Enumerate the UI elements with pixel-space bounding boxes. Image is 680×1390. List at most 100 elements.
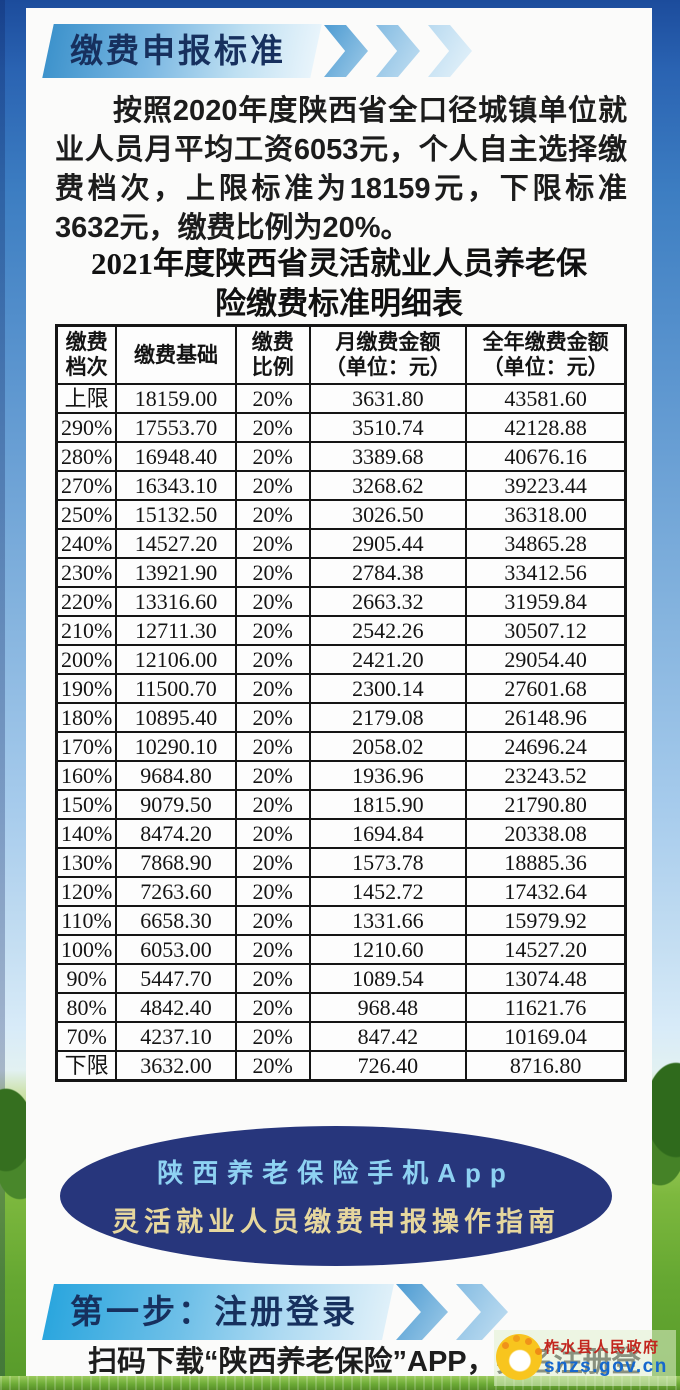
table-cell: 160% bbox=[55, 760, 118, 791]
table-cell: 39223.44 bbox=[465, 470, 627, 501]
table-cell: 20% bbox=[234, 470, 311, 501]
column-header: 全年缴费金额 （单位：元） bbox=[465, 324, 627, 385]
banner-label: 缴费申报标准 bbox=[70, 32, 286, 69]
chevron-right-icon bbox=[428, 25, 472, 77]
table-cell: 8716.80 bbox=[465, 1050, 627, 1082]
table-cell: 13074.48 bbox=[465, 963, 627, 994]
table-cell: 14527.20 bbox=[465, 934, 627, 965]
table-cell: 4842.40 bbox=[115, 992, 237, 1023]
table-cell: 1089.54 bbox=[308, 963, 468, 994]
table-row: 270% 16343.10 20% 3268.62 39223.44 bbox=[55, 470, 627, 501]
content-panel: 缴费申报标准 按照2020年度陕西省全口径城镇单位就业人员月平均工资6053元，… bbox=[26, 8, 652, 1378]
table-cell: 140% bbox=[55, 818, 118, 849]
table-cell: 3026.50 bbox=[308, 499, 468, 530]
table-cell: 80% bbox=[55, 992, 118, 1023]
table-cell: 3268.62 bbox=[308, 470, 468, 501]
table-cell: 130% bbox=[55, 847, 118, 878]
table-cell: 1694.84 bbox=[308, 818, 468, 849]
table-cell: 23243.52 bbox=[465, 760, 627, 791]
table-cell: 24696.24 bbox=[465, 731, 627, 762]
table-cell: 968.48 bbox=[308, 992, 468, 1023]
table-cell: 31959.84 bbox=[465, 586, 627, 617]
table-cell: 20% bbox=[234, 615, 311, 646]
table-cell: 15979.92 bbox=[465, 905, 627, 936]
step-banner-register-login: 第一步：注册登录 bbox=[42, 1284, 508, 1340]
table-cell: 上限 bbox=[55, 383, 118, 414]
table-cell: 6053.00 bbox=[115, 934, 237, 965]
table-cell: 20% bbox=[234, 673, 311, 704]
table-row: 250% 15132.50 20% 3026.50 36318.00 bbox=[55, 499, 627, 530]
table-cell: 230% bbox=[55, 557, 118, 588]
table-title-line2: 险缴费标准明细表 bbox=[215, 286, 463, 321]
table-row: 150% 9079.50 20% 1815.90 21790.80 bbox=[55, 789, 627, 820]
table-cell: 13921.90 bbox=[115, 557, 237, 588]
table-cell: 20% bbox=[234, 1050, 311, 1082]
table-cell: 220% bbox=[55, 586, 118, 617]
table-cell: 280% bbox=[55, 441, 118, 472]
table-cell: 1452.72 bbox=[308, 876, 468, 907]
table-cell: 27601.68 bbox=[465, 673, 627, 704]
watermark-url: snzs.gov.cn bbox=[544, 1356, 668, 1377]
table-row: 240% 14527.20 20% 2905.44 34865.28 bbox=[55, 528, 627, 559]
table-cell: 10169.04 bbox=[465, 1021, 627, 1052]
column-header: 缴费基础 bbox=[115, 324, 237, 385]
table-cell: 26148.96 bbox=[465, 702, 627, 733]
table-cell: 100% bbox=[55, 934, 118, 965]
chevron-right-icon bbox=[396, 1284, 448, 1340]
chevron-right-icon bbox=[376, 25, 420, 77]
table-cell: 20% bbox=[234, 412, 311, 443]
watermark-org-name: 柞水县人民政府 bbox=[544, 1340, 660, 1356]
table-cell: 33412.56 bbox=[465, 557, 627, 588]
badge-line2: 灵活就业人员缴费申报操作指南 bbox=[112, 1207, 560, 1237]
table-cell: 726.40 bbox=[308, 1050, 468, 1082]
table-cell: 2663.32 bbox=[308, 586, 468, 617]
banner-label: 第一步：注册登录 bbox=[70, 1293, 358, 1330]
table-cell: 3510.74 bbox=[308, 412, 468, 443]
column-header: 缴费 比例 bbox=[234, 324, 311, 385]
table-cell: 20% bbox=[234, 499, 311, 530]
table-row: 160% 9684.80 20% 1936.96 23243.52 bbox=[55, 760, 627, 791]
table-cell: 7868.90 bbox=[115, 847, 237, 878]
table-cell: 11621.76 bbox=[465, 992, 627, 1023]
table-cell: 6658.30 bbox=[115, 905, 237, 936]
table-cell: 9079.50 bbox=[115, 789, 237, 820]
table-cell: 20% bbox=[234, 992, 311, 1023]
table-cell: 120% bbox=[55, 876, 118, 907]
table-cell: 20% bbox=[234, 383, 311, 414]
table-row: 90% 5447.70 20% 1089.54 13074.48 bbox=[55, 963, 627, 994]
table-row: 140% 8474.20 20% 1694.84 20338.08 bbox=[55, 818, 627, 849]
table-row: 190% 11500.70 20% 2300.14 27601.68 bbox=[55, 673, 627, 704]
table-cell: 20% bbox=[234, 731, 311, 762]
table-cell: 20% bbox=[234, 441, 311, 472]
table-row: 100% 6053.00 20% 1210.60 14527.20 bbox=[55, 934, 627, 965]
table-cell: 70% bbox=[55, 1021, 118, 1052]
table-cell: 20% bbox=[234, 818, 311, 849]
table-cell: 3632.00 bbox=[115, 1050, 237, 1082]
table-cell: 14527.20 bbox=[115, 528, 237, 559]
table-row: 170% 10290.10 20% 2058.02 24696.24 bbox=[55, 731, 627, 762]
table-cell: 20% bbox=[234, 557, 311, 588]
table-cell: 1210.60 bbox=[308, 934, 468, 965]
table-cell: 43581.60 bbox=[465, 383, 627, 414]
table-cell: 170% bbox=[55, 731, 118, 762]
table-cell: 847.42 bbox=[308, 1021, 468, 1052]
table-cell: 20338.08 bbox=[465, 818, 627, 849]
banner-background: 第一步：注册登录 bbox=[42, 1284, 394, 1340]
table-row: 120% 7263.60 20% 1452.72 17432.64 bbox=[55, 876, 627, 907]
table-cell: 110% bbox=[55, 905, 118, 936]
sun-rays bbox=[518, 1354, 525, 1361]
table-cell: 29054.40 bbox=[465, 644, 627, 675]
intro-paragraph: 按照2020年度陕西省全口径城镇单位就业人员月平均工资6053元，个人自主选择缴… bbox=[55, 95, 627, 244]
table-cell: 2058.02 bbox=[308, 731, 468, 762]
table-row: 290% 17553.70 20% 3510.74 42128.88 bbox=[55, 412, 627, 443]
section-banner-payment-standard: 缴费申报标准 bbox=[42, 24, 472, 78]
table-cell: 90% bbox=[55, 963, 118, 994]
table-row: 下限 3632.00 20% 726.40 8716.80 bbox=[55, 1050, 627, 1082]
table-row: 130% 7868.90 20% 1573.78 18885.36 bbox=[55, 847, 627, 878]
table-row: 210% 12711.30 20% 2542.26 30507.12 bbox=[55, 615, 627, 646]
table-cell: 270% bbox=[55, 470, 118, 501]
table-cell: 20% bbox=[234, 528, 311, 559]
table-cell: 18885.36 bbox=[465, 847, 627, 878]
table-cell: 21790.80 bbox=[465, 789, 627, 820]
